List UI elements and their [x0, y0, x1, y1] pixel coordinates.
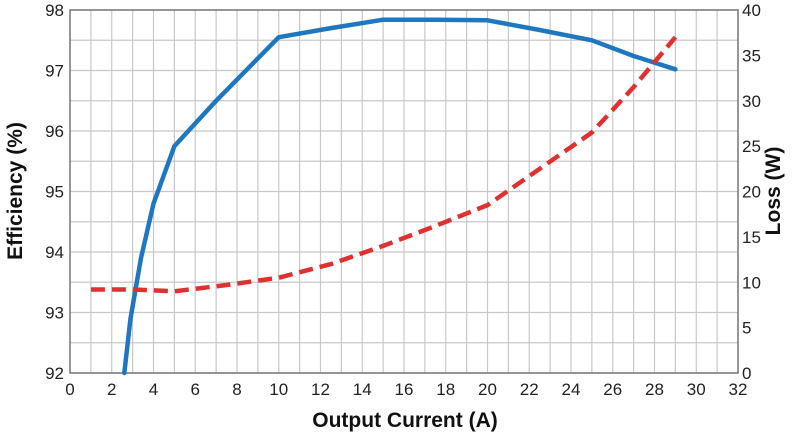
y-right-tick-label: 15 [742, 228, 761, 247]
loss-line [90, 35, 678, 294]
y-left-tick-label: 96 [45, 122, 64, 141]
x-tick-label: 8 [232, 380, 241, 399]
y-right-tick-label: 25 [742, 137, 761, 156]
y-right-axis-title: Loss (W) [762, 147, 785, 236]
plot-frame [69, 9, 739, 374]
y-left-tick-label: 97 [45, 62, 64, 81]
x-tick-label: 4 [149, 380, 158, 399]
y-right-tick-label: 5 [742, 319, 751, 338]
x-tick-label: 28 [645, 380, 664, 399]
x-tick-label: 26 [603, 380, 622, 399]
x-tick-label: 14 [353, 380, 372, 399]
x-tick-label: 18 [436, 380, 455, 399]
x-tick-label: 10 [269, 380, 288, 399]
x-tick-label: 30 [687, 380, 706, 399]
y-left-tick-label: 95 [45, 183, 64, 202]
x-axis-ticks: 0 2 4 6 8 10 12 14 16 18 20 22 24 26 28 30 32 [65, 380, 747, 399]
y-left-tick-label: 93 [45, 304, 64, 323]
x-tick-label: 0 [65, 380, 74, 399]
y-left-tick-label: 98 [45, 1, 64, 20]
grid [69, 9, 739, 374]
x-tick-label: 6 [191, 380, 200, 399]
y-left-tick-label: 92 [45, 364, 64, 383]
x-tick-label: 32 [729, 380, 748, 399]
y-right-tick-label: 10 [742, 273, 761, 292]
y-right-tick-label: 30 [742, 92, 761, 111]
y-left-axis-title: Efficiency (%) [4, 122, 27, 260]
y-left-tick-label: 94 [45, 243, 64, 262]
y-left-axis-ticks: 92 93 94 95 96 97 98 [45, 1, 64, 383]
efficiency-line [122, 17, 678, 376]
x-tick-label: 16 [395, 380, 414, 399]
y-right-axis-ticks: 0 5 10 15 20 25 30 35 40 [742, 1, 761, 383]
y-right-tick-label: 20 [742, 183, 761, 202]
y-right-tick-label: 40 [742, 1, 761, 20]
x-tick-label: 24 [562, 380, 581, 399]
y-right-tick-label: 35 [742, 46, 761, 65]
series-group [90, 17, 678, 376]
x-tick-label: 2 [107, 380, 116, 399]
x-tick-label: 12 [311, 380, 330, 399]
x-axis-title: Output Current (A) [312, 409, 497, 432]
x-tick-label: 20 [478, 380, 497, 399]
y-right-tick-label: 0 [742, 364, 751, 383]
x-tick-label: 22 [520, 380, 539, 399]
